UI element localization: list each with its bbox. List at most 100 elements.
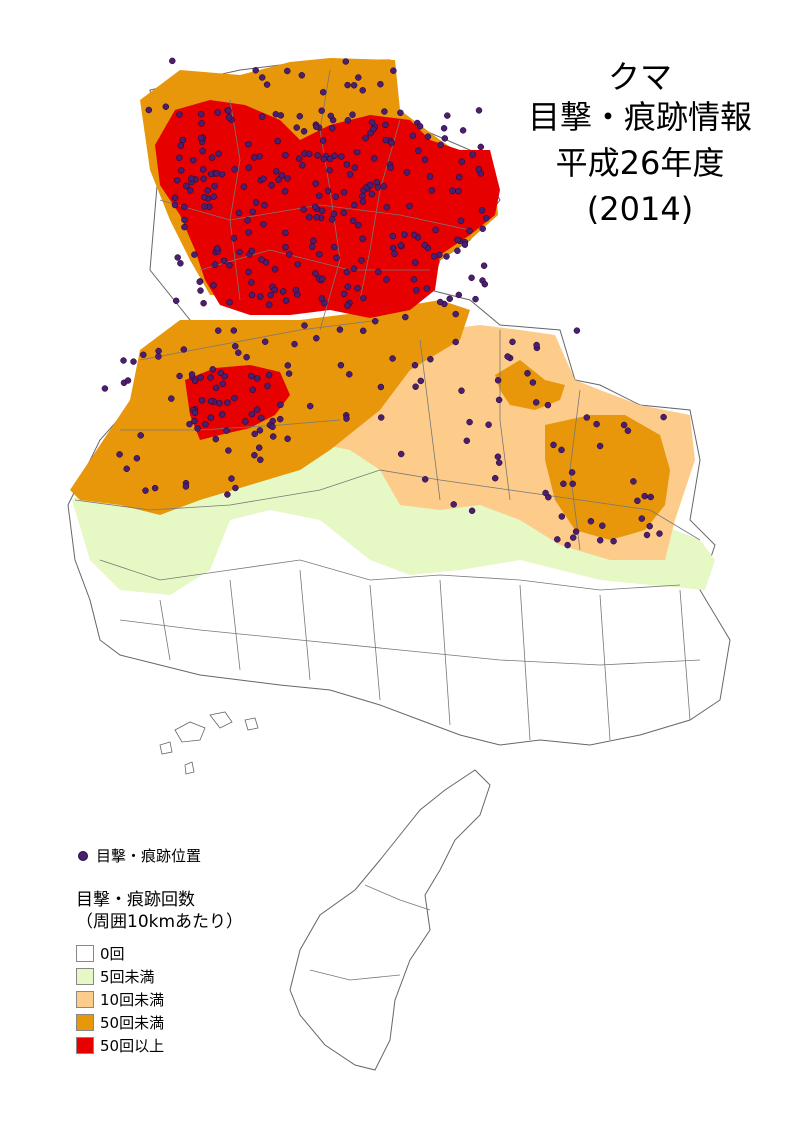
sighting-point <box>573 327 581 334</box>
sighting-point <box>252 67 259 74</box>
sighting-point <box>444 112 451 119</box>
sighting-point <box>494 453 502 460</box>
sighting-point <box>454 247 461 255</box>
sighting-point <box>245 164 252 171</box>
municipal-borders <box>74 69 701 741</box>
sighting-point <box>349 217 357 224</box>
sighting-point <box>196 278 203 286</box>
sighting-point <box>337 361 345 369</box>
sighting-point <box>330 243 338 251</box>
sighting-point <box>452 310 459 318</box>
sighting-point <box>248 279 255 286</box>
sighting-point <box>248 291 256 299</box>
sighting-point <box>461 241 469 248</box>
sighting-point <box>204 187 211 194</box>
sighting-point <box>504 353 511 360</box>
sighting-point <box>383 276 390 283</box>
sighting-point <box>558 446 565 454</box>
sighting-point <box>432 226 439 234</box>
sighting-point <box>197 287 204 294</box>
sighting-point <box>479 225 486 233</box>
sighting-point <box>300 128 308 135</box>
sighting-point <box>389 244 397 252</box>
sighting-point <box>353 148 361 156</box>
title-line-4: (2014) <box>586 190 694 228</box>
sighting-point <box>456 173 463 181</box>
legend-label: 50回以上 <box>100 1037 165 1055</box>
sighting-point <box>560 480 567 488</box>
sighting-point <box>318 107 325 114</box>
sighting-point <box>468 507 476 515</box>
sighting-point <box>466 418 473 426</box>
sighting-point <box>375 268 382 276</box>
sighting-point <box>155 353 162 360</box>
sighting-point <box>564 541 571 549</box>
sighting-point <box>328 124 336 132</box>
zone-lt5 <box>72 420 715 595</box>
sighting-point <box>248 410 256 418</box>
sighting-point <box>481 280 489 288</box>
sighting-point <box>403 169 411 176</box>
sighting-point <box>572 528 580 535</box>
sighting-point <box>542 489 549 497</box>
sighting-point <box>210 193 217 200</box>
sighting-point <box>137 432 144 439</box>
sighting-point <box>101 385 109 392</box>
awaji-borders <box>309 884 431 981</box>
sighting-points <box>101 57 667 549</box>
sighting-point <box>324 187 332 195</box>
legend-item: 0回 <box>76 942 164 965</box>
sighting-point <box>387 164 394 171</box>
sighting-point <box>308 243 316 250</box>
sighting-point <box>267 291 274 299</box>
sighting-point <box>285 370 293 377</box>
sighting-point <box>258 74 266 81</box>
sighting-point <box>328 216 336 223</box>
sighting-point <box>406 202 413 210</box>
sighting-point <box>219 380 227 388</box>
sighting-point <box>211 182 218 190</box>
sighting-point <box>638 515 646 522</box>
sighting-point <box>314 152 321 159</box>
sighting-point <box>313 334 320 342</box>
sighting-point <box>186 420 193 428</box>
sighting-point <box>183 182 190 190</box>
sighting-point <box>449 187 456 195</box>
sighting-point <box>410 231 418 239</box>
sighting-point <box>253 375 261 382</box>
sighting-point <box>599 522 606 529</box>
sighting-point <box>421 476 429 483</box>
sighting-point <box>293 124 300 131</box>
sighting-point <box>145 106 153 114</box>
sighting-point <box>388 139 395 147</box>
sighting-point <box>610 537 617 545</box>
legend-item: 5回未満 <box>76 965 164 988</box>
legend-item: 50回以上 <box>76 1034 164 1057</box>
sighting-point <box>133 455 141 462</box>
sighting-point <box>423 285 431 292</box>
sighting-point <box>213 170 220 177</box>
sighting-point <box>495 459 503 466</box>
sighting-point <box>660 413 667 421</box>
sighting-point <box>583 414 591 421</box>
sighting-point <box>491 474 499 482</box>
sighting-point <box>475 107 483 114</box>
sighting-point <box>271 286 278 294</box>
sighting-point <box>181 223 188 231</box>
sighting-point <box>354 284 361 292</box>
sighting-point <box>446 295 453 303</box>
sighting-point <box>529 379 537 386</box>
sighting-point <box>201 203 208 210</box>
sighting-point <box>454 236 461 244</box>
sighting-point <box>207 374 214 381</box>
sighting-point <box>301 322 308 329</box>
sighting-point <box>197 374 204 381</box>
sighting-point <box>455 291 463 299</box>
sighting-point <box>248 247 256 255</box>
sighting-point <box>232 342 239 350</box>
sighting-point <box>211 261 219 268</box>
sighting-point <box>181 216 188 224</box>
sighting-point <box>452 338 459 346</box>
sighting-point <box>410 276 418 283</box>
legend-title-main: 目撃・痕跡回数 <box>76 890 195 910</box>
